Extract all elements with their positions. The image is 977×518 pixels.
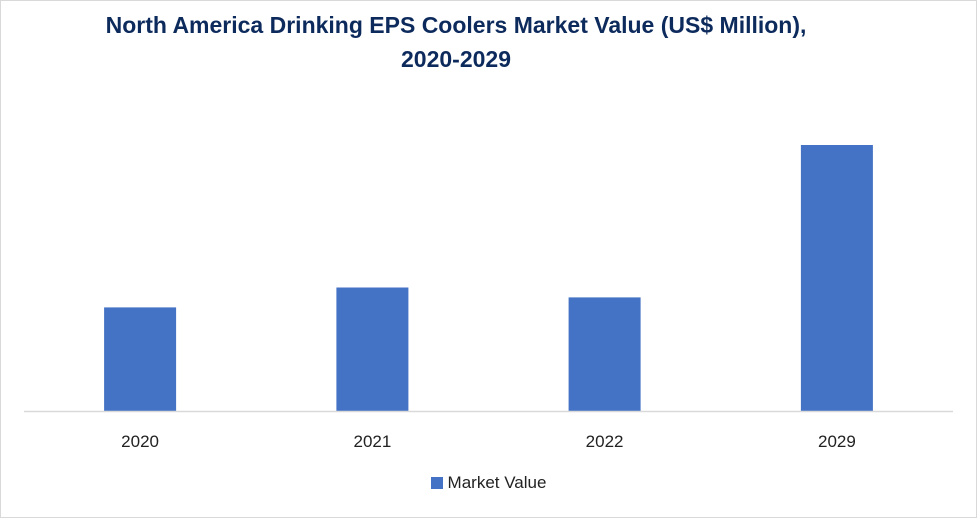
bar-2022 — [568, 297, 641, 411]
legend-label: Market Value — [447, 473, 547, 492]
chart-title: North America Drinking EPS Coolers Marke… — [105, 12, 807, 72]
x-tick-label-2020: 2020 — [121, 432, 159, 451]
plot-area: 2020 2021 2022 2029 — [24, 145, 953, 451]
x-tick-label-2029: 2029 — [818, 432, 856, 451]
bar-2020 — [104, 307, 177, 411]
bar-2021 — [336, 287, 409, 411]
bar-2029 — [800, 145, 873, 411]
x-tick-label-2021: 2021 — [353, 432, 391, 451]
legend-swatch — [430, 477, 443, 489]
legend: Market Value — [1, 473, 976, 493]
x-tick-label-2022: 2022 — [586, 432, 624, 451]
